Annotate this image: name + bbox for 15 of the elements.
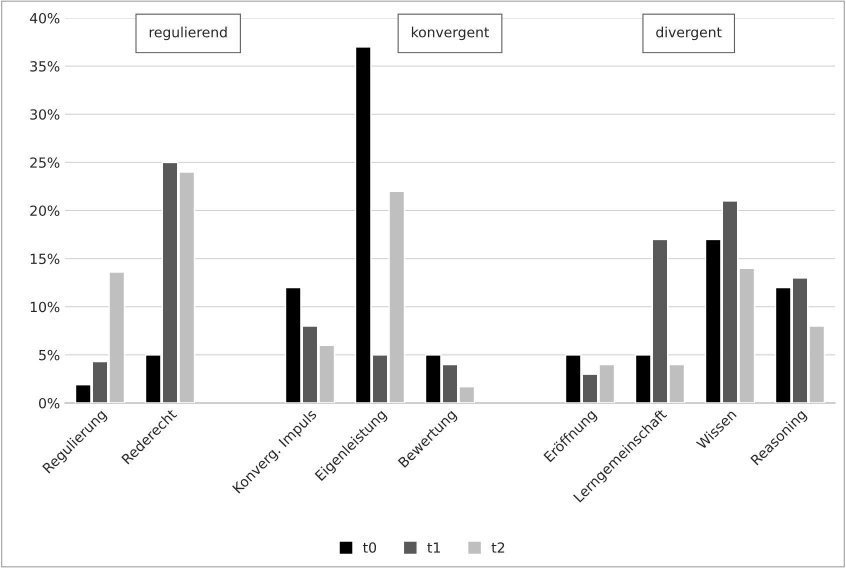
annotation: regulierend [150, 26, 227, 40]
annotation: konvergent [412, 26, 490, 40]
annotation: divergent [656, 26, 722, 40]
legend-label: t0 [363, 542, 376, 553]
y-tick-label: 25% [30, 157, 60, 168]
y-tick-label: 5% [39, 350, 60, 360]
y-tick-label: 30% [30, 109, 60, 120]
y-tick-label: 0% [39, 398, 60, 408]
y-tick-label: 15% [30, 254, 60, 264]
y-tick-label: 40% [30, 12, 60, 24]
legend-label: t1 [427, 542, 440, 553]
legend-label: t2 [492, 542, 504, 553]
y-tick-label: 20% [30, 205, 60, 216]
y-tick-label: 10% [30, 302, 60, 312]
y-tick-label: 35% [30, 61, 60, 72]
